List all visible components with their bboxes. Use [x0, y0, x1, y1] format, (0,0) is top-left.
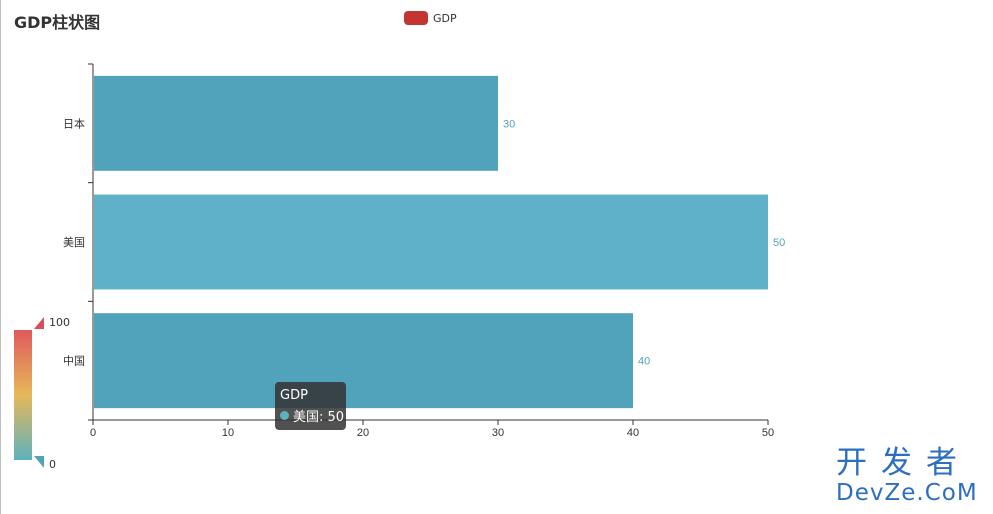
tooltip: GDP 美国: 50 [275, 382, 346, 430]
legend-label[interactable]: GDP [433, 11, 457, 25]
x-tick-label: 40 [627, 427, 639, 439]
visual-map-min-handle[interactable] [34, 456, 44, 468]
y-tick-label: 中国 [63, 355, 85, 368]
y-tick-label: 日本 [63, 116, 85, 130]
frame-border [0, 0, 1, 514]
watermark-line1: 开发者 [836, 445, 971, 481]
x-tick-label: 20 [357, 427, 369, 439]
visual-map-min-label: 0 [49, 458, 56, 471]
data-label: 50 [773, 237, 785, 249]
x-tick-label: 10 [222, 427, 234, 439]
x-tick-label: 30 [492, 427, 504, 439]
visual-map-gradient-bar[interactable] [14, 330, 32, 460]
data-label: 40 [638, 356, 650, 368]
bar[interactable] [94, 194, 768, 290]
y-tick-label: 美国 [63, 236, 85, 249]
tooltip-marker [280, 411, 289, 420]
bar[interactable] [94, 313, 633, 409]
legend-swatch[interactable] [404, 11, 428, 25]
bar[interactable] [94, 75, 498, 171]
visual-map-max-label: 100 [49, 316, 70, 329]
watermark-line2: DevZe.CoM [836, 480, 978, 506]
chart-title: GDP柱状图 [14, 13, 101, 32]
x-tick-label: 50 [762, 427, 774, 439]
x-tick-label: 0 [90, 427, 96, 439]
legend[interactable]: GDP [404, 11, 457, 25]
tooltip-series: GDP [280, 388, 308, 403]
watermark-logo: 开发者 DevZe.CoM [836, 446, 986, 508]
visual-map-max-handle[interactable] [34, 317, 44, 329]
data-label: 30 [503, 118, 515, 130]
tooltip-item: 美国: 50 [293, 410, 345, 425]
